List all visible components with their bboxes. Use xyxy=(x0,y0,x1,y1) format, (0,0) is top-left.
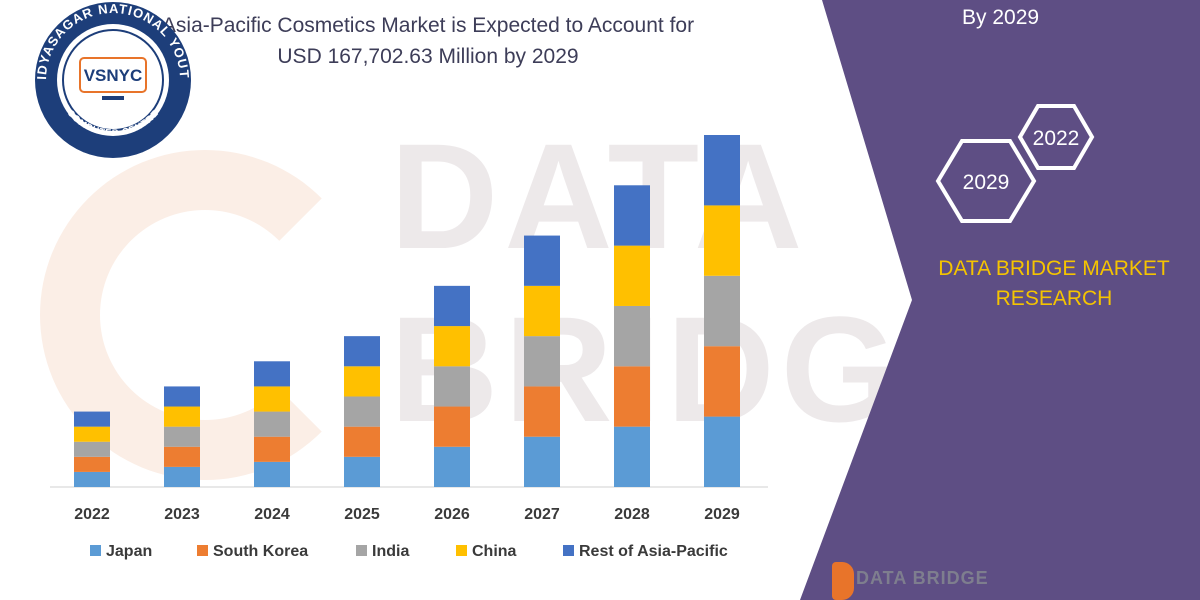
legend: Japan South Korea India China Rest of Asia-P… xyxy=(90,543,728,560)
bar-segment-2022-china xyxy=(74,426,110,442)
bar-segment-2028-japan xyxy=(614,426,650,487)
bar-segment-2025-south-korea xyxy=(344,426,380,457)
bar-segment-2026-japan xyxy=(434,446,470,487)
bar-segment-2029-rest-of-asia-pacific xyxy=(704,135,740,206)
bar-segment-2025-india xyxy=(344,396,380,427)
bar-segment-2029-japan xyxy=(704,416,740,487)
legend-label-rest-of-asia-pacific: Rest of Asia-Pacific xyxy=(579,543,728,560)
x-tick-label-2023: 2023 xyxy=(164,506,200,523)
bar-segment-2026-south-korea xyxy=(434,406,470,447)
legend-swatch-japan xyxy=(90,545,101,556)
bar-segment-2026-india xyxy=(434,366,470,407)
legend-label-japan: Japan xyxy=(106,543,152,560)
logo-center-text: VSNYC xyxy=(84,66,143,85)
bar-segment-2025-china xyxy=(344,366,380,397)
bar-segment-2029-south-korea xyxy=(704,346,740,417)
x-axis-ticks: 2022 2023 2024 2025 2026 2027 2028 2029 xyxy=(74,506,740,523)
bar-segment-2027-south-korea xyxy=(524,386,560,437)
company-name-line2: RESEARCH xyxy=(995,287,1113,310)
bar-segment-2023-south-korea xyxy=(164,446,200,467)
chart-title: Asia-Pacific Cosmetics Market is Expecte… xyxy=(138,10,718,72)
bar-segment-2024-japan xyxy=(254,461,290,487)
x-tick-label-2029: 2029 xyxy=(704,506,740,523)
legend-label-india: India xyxy=(372,543,409,560)
bar-segment-2023-japan xyxy=(164,466,200,487)
bar-segment-2025-rest-of-asia-pacific xyxy=(344,336,380,367)
legend-swatch-india xyxy=(356,545,367,556)
panel-top-text: By 2029 xyxy=(962,6,1040,29)
bars-group xyxy=(74,135,740,487)
bar-segment-2025-japan xyxy=(344,456,380,487)
bar-segment-2024-south-korea xyxy=(254,436,290,462)
bar-segment-2022-japan xyxy=(74,471,110,487)
bar-segment-2028-china xyxy=(614,245,650,306)
x-tick-label-2024: 2024 xyxy=(254,506,290,523)
bar-segment-2024-rest-of-asia-pacific xyxy=(254,361,290,387)
vsnyc-logo: VIDYASAGAR NATIONAL YOUTH COMPUTER CENTR… xyxy=(28,0,191,158)
bar-segment-2024-china xyxy=(254,386,290,412)
bar-segment-2027-japan xyxy=(524,436,560,487)
bar-segment-2028-india xyxy=(614,305,650,367)
legend-label-china: China xyxy=(472,543,517,560)
bar-segment-2022-south-korea xyxy=(74,456,110,472)
bar-segment-2029-india xyxy=(704,275,740,347)
chart-title-line2: USD 167,702.63 Million by 2029 xyxy=(277,45,579,68)
bar-segment-2023-china xyxy=(164,406,200,427)
legend-label-south-korea: South Korea xyxy=(213,543,308,560)
footer-brand: DATA BRIDGE xyxy=(856,568,989,588)
chart-title-line1: Asia-Pacific Cosmetics Market is Expecte… xyxy=(161,14,695,37)
bar-segment-2028-south-korea xyxy=(614,366,650,427)
x-tick-label-2022: 2022 xyxy=(74,506,110,523)
bar-segment-2022-india xyxy=(74,441,110,457)
bar-segment-2022-rest-of-asia-pacific xyxy=(74,411,110,427)
bar-segment-2027-india xyxy=(524,336,560,387)
bar-segment-2029-china xyxy=(704,205,740,276)
bar-segment-2023-rest-of-asia-pacific xyxy=(164,386,200,407)
legend-swatch-china xyxy=(456,545,467,556)
legend-swatch-south-korea xyxy=(197,545,208,556)
company-name-line1: DATA BRIDGE MARKET xyxy=(938,257,1170,280)
x-tick-label-2026: 2026 xyxy=(434,506,470,523)
bar-segment-2023-india xyxy=(164,426,200,447)
monitor-icon xyxy=(79,57,147,93)
bar-segment-2026-rest-of-asia-pacific xyxy=(434,285,470,327)
bar-segment-2027-china xyxy=(524,285,560,337)
x-tick-label-2027: 2027 xyxy=(524,506,560,523)
bar-segment-2028-rest-of-asia-pacific xyxy=(614,185,650,246)
x-tick-label-2025: 2025 xyxy=(344,506,380,523)
brand-logo-mark xyxy=(832,562,854,600)
company-name: DATA BRIDGE MARKET RESEARCH xyxy=(920,254,1188,314)
x-tick-label-2028: 2028 xyxy=(614,506,650,523)
bar-segment-2027-rest-of-asia-pacific xyxy=(524,235,560,286)
bar-segment-2024-india xyxy=(254,411,290,437)
bar-segment-2026-china xyxy=(434,326,470,367)
legend-swatch-rest-of-asia-pacific xyxy=(563,545,574,556)
